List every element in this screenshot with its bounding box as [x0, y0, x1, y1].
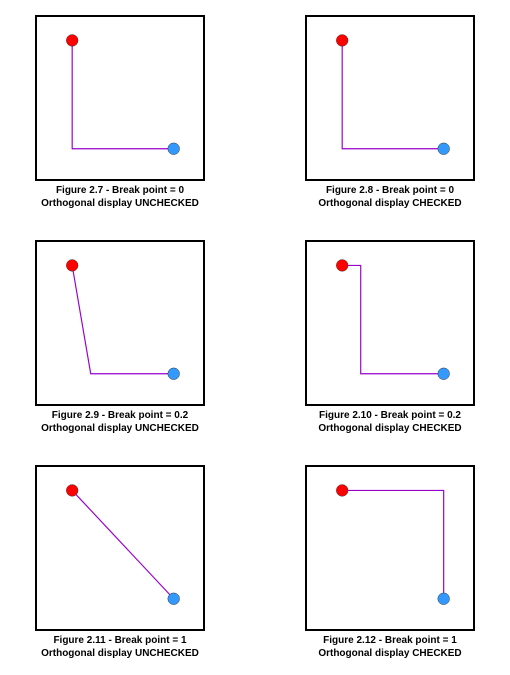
start-node: [336, 260, 348, 272]
fig-2-11: Figure 2.11 - Break point = 1Orthogonal …: [15, 465, 225, 660]
diagram-frame: [35, 15, 205, 181]
caption-line-1: Figure 2.10 - Break point = 0.2: [318, 409, 461, 422]
end-node: [438, 143, 450, 155]
connector-line: [342, 265, 443, 373]
figure-grid: Figure 2.7 - Break point = 0Orthogonal d…: [15, 15, 495, 660]
caption-line-1: Figure 2.12 - Break point = 1: [318, 634, 461, 647]
connector-line: [72, 40, 173, 148]
connector-line: [72, 265, 173, 373]
end-node: [168, 593, 180, 605]
diagram-frame: [305, 240, 475, 406]
end-node: [438, 368, 450, 380]
connection-diagram: [37, 467, 203, 629]
fig-2-10: Figure 2.10 - Break point = 0.2Orthogona…: [285, 240, 495, 435]
diagram-frame: [35, 240, 205, 406]
connection-diagram: [307, 17, 473, 179]
caption-line-2: Orthogonal display UNCHECKED: [41, 197, 199, 210]
caption-line-2: Orthogonal display CHECKED: [318, 647, 461, 660]
start-node: [336, 35, 348, 47]
caption-line-2: Orthogonal display CHECKED: [318, 422, 461, 435]
fig-2-12: Figure 2.12 - Break point = 1Orthogonal …: [285, 465, 495, 660]
caption-line-2: Orthogonal display CHECKED: [318, 197, 461, 210]
connection-diagram: [307, 242, 473, 404]
connection-diagram: [37, 242, 203, 404]
diagram-frame: [305, 15, 475, 181]
figure-caption: Figure 2.11 - Break point = 1Orthogonal …: [41, 634, 199, 660]
caption-line-1: Figure 2.9 - Break point = 0.2: [41, 409, 199, 422]
caption-line-1: Figure 2.7 - Break point = 0: [41, 184, 199, 197]
figure-caption: Figure 2.8 - Break point = 0Orthogonal d…: [318, 184, 461, 210]
start-node: [66, 260, 78, 272]
end-node: [168, 368, 180, 380]
end-node: [438, 593, 450, 605]
figure-caption: Figure 2.9 - Break point = 0.2Orthogonal…: [41, 409, 199, 435]
diagram-frame: [35, 465, 205, 631]
diagram-frame: [305, 465, 475, 631]
figure-caption: Figure 2.7 - Break point = 0Orthogonal d…: [41, 184, 199, 210]
fig-2-9: Figure 2.9 - Break point = 0.2Orthogonal…: [15, 240, 225, 435]
end-node: [168, 143, 180, 155]
caption-line-1: Figure 2.8 - Break point = 0: [318, 184, 461, 197]
start-node: [66, 35, 78, 47]
caption-line-1: Figure 2.11 - Break point = 1: [41, 634, 199, 647]
fig-2-8: Figure 2.8 - Break point = 0Orthogonal d…: [285, 15, 495, 210]
start-node: [66, 485, 78, 497]
caption-line-2: Orthogonal display UNCHECKED: [41, 422, 199, 435]
fig-2-7: Figure 2.7 - Break point = 0Orthogonal d…: [15, 15, 225, 210]
caption-line-2: Orthogonal display UNCHECKED: [41, 647, 199, 660]
connection-diagram: [307, 467, 473, 629]
figure-caption: Figure 2.10 - Break point = 0.2Orthogona…: [318, 409, 461, 435]
start-node: [336, 485, 348, 497]
connector-line: [72, 490, 173, 598]
connection-diagram: [37, 17, 203, 179]
connector-line: [342, 490, 443, 598]
connector-line: [342, 40, 443, 148]
figure-caption: Figure 2.12 - Break point = 1Orthogonal …: [318, 634, 461, 660]
